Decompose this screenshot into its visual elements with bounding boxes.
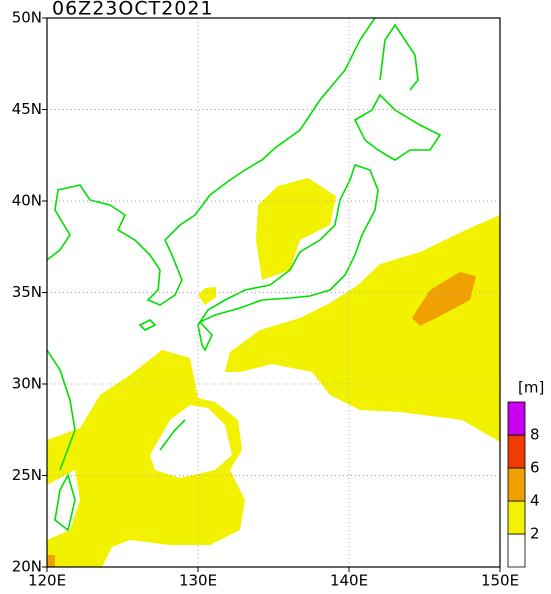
x-tick-label: 130E bbox=[179, 572, 217, 590]
y-tick-label: 20N bbox=[12, 558, 42, 576]
colorbar-swatch bbox=[507, 533, 526, 568]
x-tick-label: 120E bbox=[28, 572, 66, 590]
y-tick-label: 25N bbox=[12, 466, 42, 484]
colorbar-swatch bbox=[507, 401, 526, 436]
x-tick-label: 150E bbox=[481, 572, 519, 590]
coastlines bbox=[46, 17, 442, 532]
y-tick-label: 50N bbox=[12, 9, 42, 27]
colorbar-swatch bbox=[507, 500, 526, 535]
axes: 120E 130E 140E 150E 20N 25N 30N 35N 40N 45N 50N bbox=[12, 9, 519, 590]
colorbar-swatch bbox=[507, 467, 526, 502]
colorbar: 2 4 6 8 [m] bbox=[507, 379, 544, 568]
colorbar-label: 4 bbox=[530, 492, 540, 510]
wave-fields bbox=[47, 178, 500, 567]
colorbar-label: 2 bbox=[530, 525, 540, 543]
y-tick-label: 30N bbox=[12, 375, 42, 393]
y-tick-label: 45N bbox=[12, 100, 42, 118]
y-tick-label: 40N bbox=[12, 192, 42, 210]
colorbar-swatch bbox=[507, 434, 526, 469]
y-tick-label: 35N bbox=[12, 283, 42, 301]
colorbar-label: 6 bbox=[530, 459, 540, 477]
map-title: 06Z23OCT2021 bbox=[52, 0, 214, 20]
x-tick-label: 140E bbox=[330, 572, 368, 590]
colorbar-label: 8 bbox=[530, 426, 540, 444]
colorbar-unit: [m] bbox=[518, 379, 544, 397]
